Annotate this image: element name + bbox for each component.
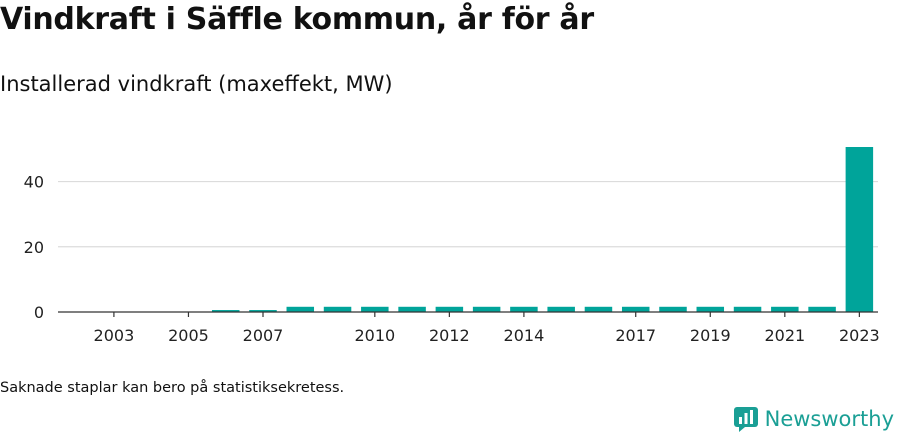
x-tick-label: 2019	[690, 326, 731, 345]
x-tick-label: 2014	[504, 326, 545, 345]
bar-2022	[808, 306, 836, 312]
x-tick-label: 2012	[429, 326, 470, 345]
y-tick-label: 40	[24, 173, 44, 192]
newsworthy-logo-icon	[733, 407, 758, 432]
bar-2020	[733, 306, 762, 312]
bar-2010	[361, 306, 389, 312]
bar-2006	[211, 310, 240, 312]
bar-2019	[696, 306, 725, 312]
brand: Newsworthy	[733, 406, 894, 432]
bar-2023	[845, 147, 874, 312]
bars	[62, 147, 874, 312]
y-tick-label: 20	[24, 238, 44, 257]
y-axis-ticks: 0 20 40	[24, 173, 44, 322]
bar-2011	[398, 306, 426, 312]
x-tick-label: 2003	[94, 326, 135, 345]
chart-subtitle: Installerad vindkraft (maxeffekt, MW)	[0, 72, 393, 96]
x-tick-label: 2010	[354, 326, 395, 345]
chart-title: Vindkraft i Säffle kommun, år för år	[0, 2, 594, 37]
bar-chart: 2003 2005 2007 2010 2012 2014 2017 2019 2021 2023…	[24, 147, 880, 345]
bar-2014	[510, 306, 538, 312]
x-tick-label: 2005	[168, 326, 209, 345]
bar-2016	[584, 306, 613, 312]
x-tick-label: 2017	[615, 326, 656, 345]
x-tick-label: 2007	[243, 326, 284, 345]
gridlines	[58, 180, 878, 248]
brand-name: Newsworthy	[764, 407, 894, 431]
bar-2013	[472, 306, 501, 312]
bar-2009	[323, 306, 352, 312]
x-tick-label: 2023	[839, 326, 880, 345]
bar-2007	[249, 310, 277, 312]
bar-2021	[771, 306, 799, 312]
bar-2017	[621, 306, 650, 312]
bar-2012	[435, 306, 464, 312]
y-tick-label: 0	[34, 303, 44, 322]
x-axis-ticks: 2003 2005 2007 2010 2012 2014 2017 2019 2021 2023	[94, 312, 880, 345]
bar-2008	[286, 306, 315, 312]
bar-2018	[659, 306, 687, 312]
x-tick-label: 2021	[764, 326, 805, 345]
footnote: Saknade staplar kan bero på statistiksek…	[0, 380, 345, 396]
bar-2015	[547, 306, 575, 312]
